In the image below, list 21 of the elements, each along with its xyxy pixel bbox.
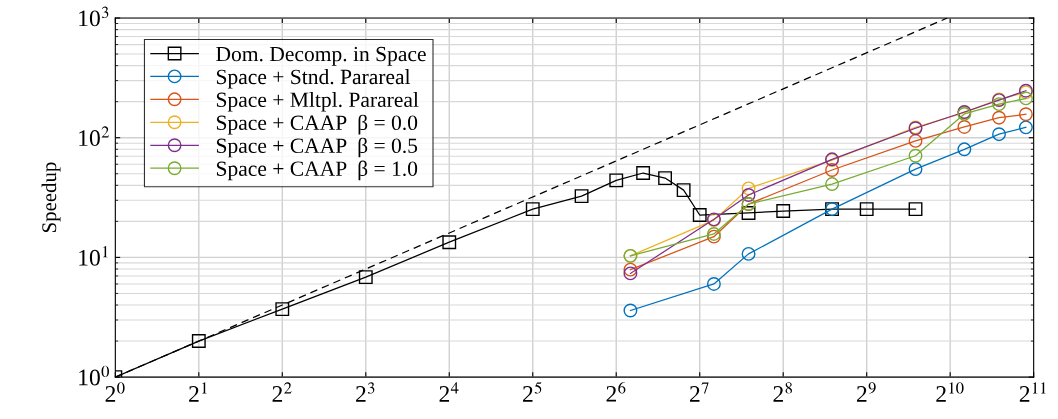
x-tick-label: 2$^{6}$ bbox=[606, 381, 626, 402]
legend-label: Dom. Decomp. in Space bbox=[216, 46, 426, 66]
x-tick-label: 2$^{8}$ bbox=[773, 382, 792, 402]
x-tick-label: 2$^{9}$ bbox=[856, 382, 876, 402]
legend-label: Space + Mltpl. Parareal bbox=[216, 91, 419, 112]
x-tick-label: 2$^{3}$ bbox=[356, 382, 375, 402]
legend-label: Space + Stnd. Parareal bbox=[216, 69, 411, 89]
x-tick-label: 2$^{1}$ bbox=[189, 382, 207, 402]
x-tick-label: 2$^{7}$ bbox=[690, 382, 709, 402]
x-tick-label: 2$^{2}$ bbox=[272, 382, 292, 402]
x-tick-label: 2$^{11}$ bbox=[1019, 382, 1046, 402]
y-tick-label: 10$^{3}$ bbox=[79, 6, 109, 27]
legend-label: Space + CAAP β = 0.0 bbox=[216, 114, 418, 135]
x-tick-label: 2$^{4}$ bbox=[439, 382, 459, 402]
legend-label: Space + CAAP β = 0.5 bbox=[216, 137, 418, 158]
y-tick-label: 10$^{1}$ bbox=[79, 246, 108, 266]
x-tick-label: 2$^{10}$ bbox=[936, 382, 964, 402]
y-axis-title: Speedup bbox=[41, 162, 61, 233]
legend-label: Space + CAAP β = 1.0 bbox=[216, 160, 418, 181]
y-tick-label: 10$^{2}$ bbox=[79, 126, 109, 147]
x-tick-label: 2$^{5}$ bbox=[523, 381, 542, 402]
